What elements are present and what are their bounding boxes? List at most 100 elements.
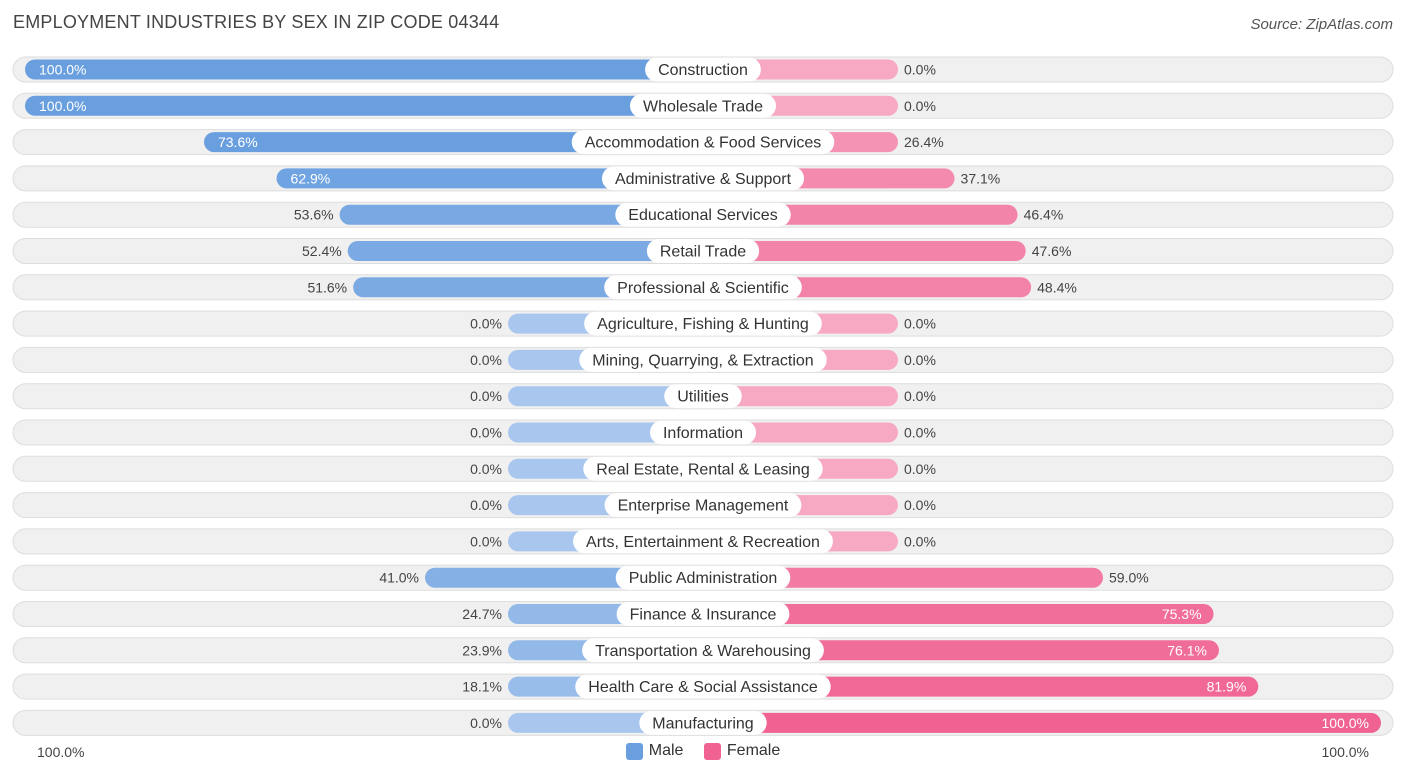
female-value-label: 46.4%	[1024, 207, 1064, 223]
category-label: Public Administration	[629, 570, 778, 587]
male-value-label: 52.4%	[302, 243, 342, 259]
female-value-label: 0.0%	[904, 98, 936, 114]
female-value-label: 0.0%	[904, 461, 936, 477]
category-label: Educational Services	[628, 207, 777, 224]
female-value-label: 81.9%	[1207, 679, 1247, 695]
female-value-label: 48.4%	[1037, 279, 1077, 295]
category-label-pill	[579, 347, 827, 372]
female-bar	[703, 567, 1104, 588]
axis-right-label: 100.0%	[1321, 744, 1369, 760]
male-value-label: 23.9%	[462, 642, 502, 658]
male-value-label: 100.0%	[39, 98, 86, 114]
category-label: Retail Trade	[660, 244, 746, 261]
category-label: Manufacturing	[652, 715, 753, 732]
category-label: Transportation & Warehousing	[595, 643, 811, 660]
category-label-pill	[604, 493, 802, 518]
legend-label-female: Female	[726, 742, 781, 759]
category-label: Health Care & Social Assistance	[588, 679, 818, 696]
category-label: Agriculture, Fishing & Hunting	[597, 316, 809, 333]
category-label-pill	[649, 420, 757, 445]
category-label-pill	[645, 57, 761, 82]
category-label: Administrative & Support	[615, 171, 792, 188]
male-value-label: 0.0%	[470, 388, 502, 404]
male-value-label: 53.6%	[294, 207, 334, 223]
category-label-pill	[582, 638, 824, 663]
male-value-label: 100.0%	[39, 62, 86, 78]
male-value-label: 62.9%	[291, 170, 331, 186]
male-value-label: 18.1%	[462, 679, 502, 695]
category-label: Accommodation & Food Services	[585, 135, 822, 152]
female-value-label: 0.0%	[904, 425, 936, 441]
female-bar	[703, 712, 1381, 733]
category-label: Information	[663, 425, 743, 442]
male-bar	[339, 204, 703, 225]
male-value-label: 51.6%	[307, 279, 347, 295]
female-value-label: 26.4%	[904, 134, 944, 150]
chart-title: EMPLOYMENT INDUSTRIES BY SEX IN ZIP CODE…	[13, 12, 500, 32]
category-label: Professional & Scientific	[617, 280, 789, 297]
male-value-label: 24.7%	[462, 606, 502, 622]
female-value-label: 47.6%	[1032, 243, 1072, 259]
female-bar	[703, 676, 1259, 697]
female-value-label: 0.0%	[904, 533, 936, 549]
male-bar	[276, 168, 703, 189]
female-bar	[703, 386, 898, 407]
category-label: Construction	[658, 62, 748, 79]
female-value-label: 100.0%	[1322, 715, 1369, 731]
category-label-pill	[646, 239, 760, 263]
legend-swatch-male	[625, 742, 643, 760]
male-bar	[25, 95, 703, 116]
female-value-label: 75.3%	[1162, 606, 1202, 622]
female-bar	[703, 640, 1219, 661]
category-label-pill	[664, 384, 742, 409]
category-label-pill	[615, 202, 791, 227]
male-value-label: 0.0%	[470, 316, 502, 332]
female-value-label: 59.0%	[1109, 570, 1149, 586]
chart-plot: 100.0% 0.0% Construction 100.0% 0.0% Wholesal…	[12, 56, 1394, 736]
female-value-label: 0.0%	[904, 352, 936, 368]
female-value-label: 0.0%	[904, 316, 936, 332]
male-value-label: 0.0%	[470, 715, 502, 731]
male-value-label: 0.0%	[470, 425, 502, 441]
male-value-label: 0.0%	[470, 497, 502, 513]
category-label: Real Estate, Rental & Leasing	[596, 461, 809, 478]
category-label-pill	[571, 130, 835, 155]
female-value-label: 76.1%	[1167, 642, 1207, 658]
male-bar	[347, 241, 703, 261]
legend: Male Female	[0, 742, 1406, 765]
category-label-pill	[604, 275, 802, 300]
legend-item-male: Male	[625, 742, 684, 760]
legend-item-female: Female	[703, 742, 781, 760]
female-value-label: 0.0%	[904, 388, 936, 404]
category-label: Wholesale Trade	[643, 98, 763, 115]
category-label-pill	[573, 529, 833, 554]
female-bar	[703, 241, 1026, 261]
male-value-label: 0.0%	[470, 352, 502, 368]
category-label-pill	[584, 311, 822, 336]
male-bar	[25, 59, 703, 80]
category-label: Enterprise Management	[618, 498, 789, 515]
male-value-label: 0.0%	[470, 533, 502, 549]
category-label-pill	[639, 710, 767, 735]
axis-left-label: 100.0%	[37, 744, 85, 760]
legend-label-male: Male	[648, 742, 684, 759]
female-value-label: 0.0%	[904, 62, 936, 78]
category-label: Mining, Quarrying, & Extraction	[592, 352, 813, 369]
source-credit: Source: ZipAtlas.com	[1250, 16, 1393, 33]
category-label-pill	[629, 93, 777, 118]
category-label: Utilities	[677, 389, 729, 406]
male-bar	[508, 386, 703, 407]
male-value-label: 0.0%	[470, 461, 502, 477]
category-label: Finance & Insurance	[630, 607, 777, 624]
male-value-label: 41.0%	[379, 570, 419, 586]
legend-swatch-female	[703, 742, 721, 760]
female-bar	[703, 604, 1214, 624]
category-label-pill	[616, 602, 790, 626]
category-label-pill	[575, 674, 831, 699]
female-value-label: 0.0%	[904, 497, 936, 513]
category-label-pill	[583, 456, 823, 481]
male-value-label: 73.6%	[218, 134, 258, 150]
category-label: Arts, Entertainment & Recreation	[586, 534, 820, 551]
female-value-label: 37.1%	[961, 170, 1001, 186]
category-label-pill	[601, 166, 805, 191]
